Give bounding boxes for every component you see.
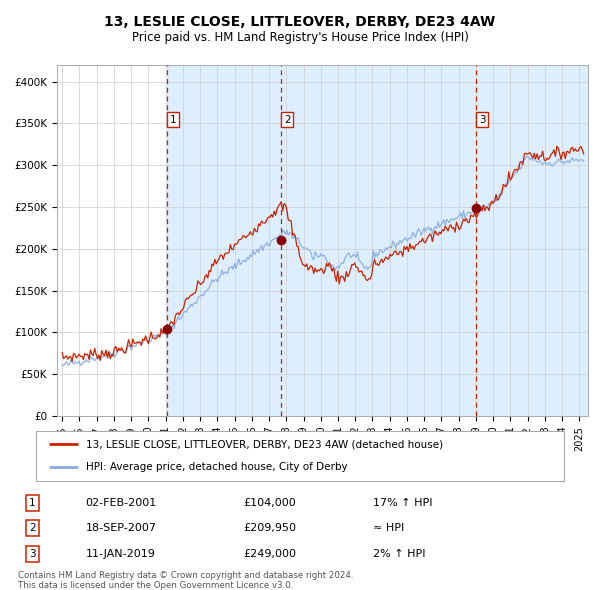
Text: 2: 2 (29, 523, 35, 533)
Text: £249,000: £249,000 (244, 549, 296, 559)
Text: £104,000: £104,000 (244, 498, 296, 507)
Bar (167, 65, 588, 416)
Text: 02-FEB-2001: 02-FEB-2001 (86, 498, 157, 507)
Text: 3: 3 (29, 549, 35, 559)
Text: This data is licensed under the Open Government Licence v3.0.: This data is licensed under the Open Gov… (18, 581, 293, 590)
Text: £209,950: £209,950 (244, 523, 296, 533)
Text: 2: 2 (284, 115, 290, 125)
Text: 2% ↑ HPI: 2% ↑ HPI (373, 549, 426, 559)
Text: 1: 1 (170, 115, 176, 125)
Text: Price paid vs. HM Land Registry's House Price Index (HPI): Price paid vs. HM Land Registry's House … (131, 31, 469, 44)
Text: 17% ↑ HPI: 17% ↑ HPI (373, 498, 433, 507)
Text: 1: 1 (29, 498, 35, 507)
Text: HPI: Average price, detached house, City of Derby: HPI: Average price, detached house, City… (86, 463, 348, 473)
Text: 13, LESLIE CLOSE, LITTLEOVER, DERBY, DE23 4AW (detached house): 13, LESLIE CLOSE, LITTLEOVER, DERBY, DE2… (86, 439, 443, 449)
Text: 13, LESLIE CLOSE, LITTLEOVER, DERBY, DE23 4AW: 13, LESLIE CLOSE, LITTLEOVER, DERBY, DE2… (104, 15, 496, 30)
Text: Contains HM Land Registry data © Crown copyright and database right 2024.: Contains HM Land Registry data © Crown c… (18, 571, 353, 580)
Text: ≈ HPI: ≈ HPI (373, 523, 404, 533)
Text: 11-JAN-2019: 11-JAN-2019 (86, 549, 155, 559)
Text: 18-SEP-2007: 18-SEP-2007 (86, 523, 157, 533)
Text: 3: 3 (479, 115, 485, 125)
